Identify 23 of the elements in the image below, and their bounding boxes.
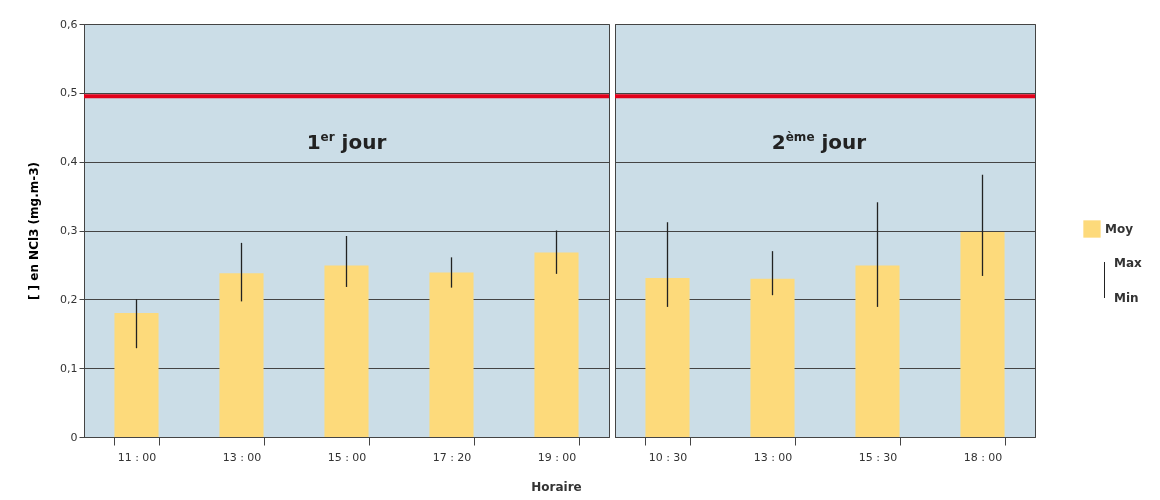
legend-label: Moy xyxy=(1105,222,1134,236)
y-tick-label: 0,4 xyxy=(60,155,78,169)
x-axis-title: Horaire xyxy=(531,480,582,494)
y-tick-label: 0 xyxy=(70,430,78,444)
text: Min xyxy=(1114,291,1139,305)
x-tick-label: 11 : 00 xyxy=(117,450,157,464)
y-tick-label: 0,6 xyxy=(60,17,78,31)
x-tick-label: 15 : 00 xyxy=(327,450,367,464)
y-axis-title: [ ] en NCl3 (mg.m-3) xyxy=(26,161,41,301)
x-tick-label: 13 : 00 xyxy=(753,450,793,464)
x-tick-label: 18 : 00 xyxy=(963,450,1003,464)
y-tick-label: 0,2 xyxy=(60,292,78,306)
annotation: 1$^{er}$ jour xyxy=(306,129,387,154)
x-tick-label: 19 : 00 xyxy=(537,450,577,464)
x-tick-label: 17 : 20 xyxy=(432,450,472,464)
x-tick-label: 10 : 30 xyxy=(648,450,688,464)
x-tick-label: 13 : 00 xyxy=(222,450,262,464)
y-tick-label: 0,3 xyxy=(60,224,78,237)
text: Max xyxy=(1114,256,1142,270)
y-tick-label: 0,1 xyxy=(60,361,78,375)
y-tick-label: 0,5 xyxy=(60,86,78,100)
x-tick-label: 15 : 30 xyxy=(858,450,898,464)
annotation: 2$^{ème}$ jour xyxy=(771,129,867,154)
